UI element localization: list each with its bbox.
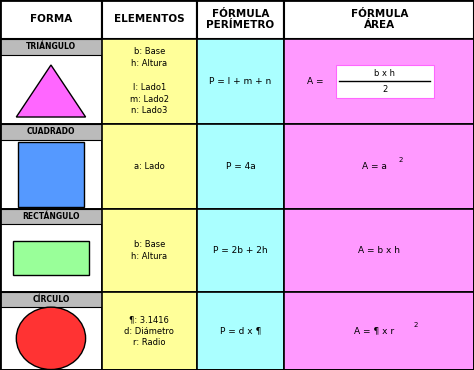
Bar [102, 0, 197, 39]
Bar [284, 209, 474, 292]
Text: A = b x h: A = b x h [358, 246, 400, 255]
Bar [336, 65, 434, 98]
Bar [0, 124, 102, 209]
Bar [197, 124, 284, 209]
Bar [197, 39, 284, 124]
Text: b x h: b x h [374, 69, 395, 78]
Text: ELEMENTOS: ELEMENTOS [114, 14, 184, 24]
Bar [0, 39, 102, 55]
Text: b: Base
h: Altura: b: Base h: Altura [131, 240, 167, 261]
Text: b: Base
h: Altura

l: Lado1
m: Lado2
n: Lado3: b: Base h: Altura l: Lado1 m: Lado2 n: L… [130, 47, 169, 115]
Text: ¶: 3.1416
d: Diámetro
r: Radio: ¶: 3.1416 d: Diámetro r: Radio [124, 315, 174, 347]
Bar [197, 209, 284, 292]
Bar [0, 209, 102, 225]
Text: FÓRMULA
PERÍMETRO: FÓRMULA PERÍMETRO [207, 9, 274, 30]
Text: A =: A = [307, 77, 324, 86]
Text: CÍRCULO: CÍRCULO [32, 295, 70, 304]
Text: FÓRMULA
ÁREA: FÓRMULA ÁREA [350, 9, 408, 30]
Text: 2: 2 [382, 85, 388, 94]
Bar [102, 124, 197, 209]
Polygon shape [16, 65, 86, 117]
Bar [0, 39, 102, 124]
Text: 2: 2 [398, 157, 402, 163]
Ellipse shape [16, 307, 86, 370]
Text: FORMA: FORMA [30, 14, 72, 24]
Bar [13, 241, 89, 275]
Bar [0, 124, 102, 140]
Text: P = 2b + 2h: P = 2b + 2h [213, 246, 268, 255]
Text: TRIÁNGULO: TRIÁNGULO [26, 42, 76, 51]
Bar [102, 39, 197, 124]
Text: CUADRADO: CUADRADO [27, 127, 75, 136]
Text: 2: 2 [413, 322, 418, 328]
Text: RECTÁNGULO: RECTÁNGULO [22, 212, 80, 221]
Bar [284, 0, 474, 39]
Bar [18, 142, 83, 207]
Bar [284, 292, 474, 370]
Bar [197, 0, 284, 39]
Text: A = ¶ x r: A = ¶ x r [355, 327, 394, 336]
Bar [0, 0, 102, 39]
Text: P = d x ¶: P = d x ¶ [220, 327, 261, 336]
Bar [0, 292, 102, 307]
Bar [102, 292, 197, 370]
Text: P = l + m + n: P = l + m + n [210, 77, 272, 86]
Bar [284, 124, 474, 209]
Text: a: Lado: a: Lado [134, 162, 164, 171]
Bar [0, 209, 102, 292]
Bar [0, 292, 102, 370]
Text: A = a: A = a [362, 162, 387, 171]
Bar [197, 292, 284, 370]
Bar [102, 209, 197, 292]
Bar [284, 39, 474, 124]
Text: P = 4a: P = 4a [226, 162, 255, 171]
